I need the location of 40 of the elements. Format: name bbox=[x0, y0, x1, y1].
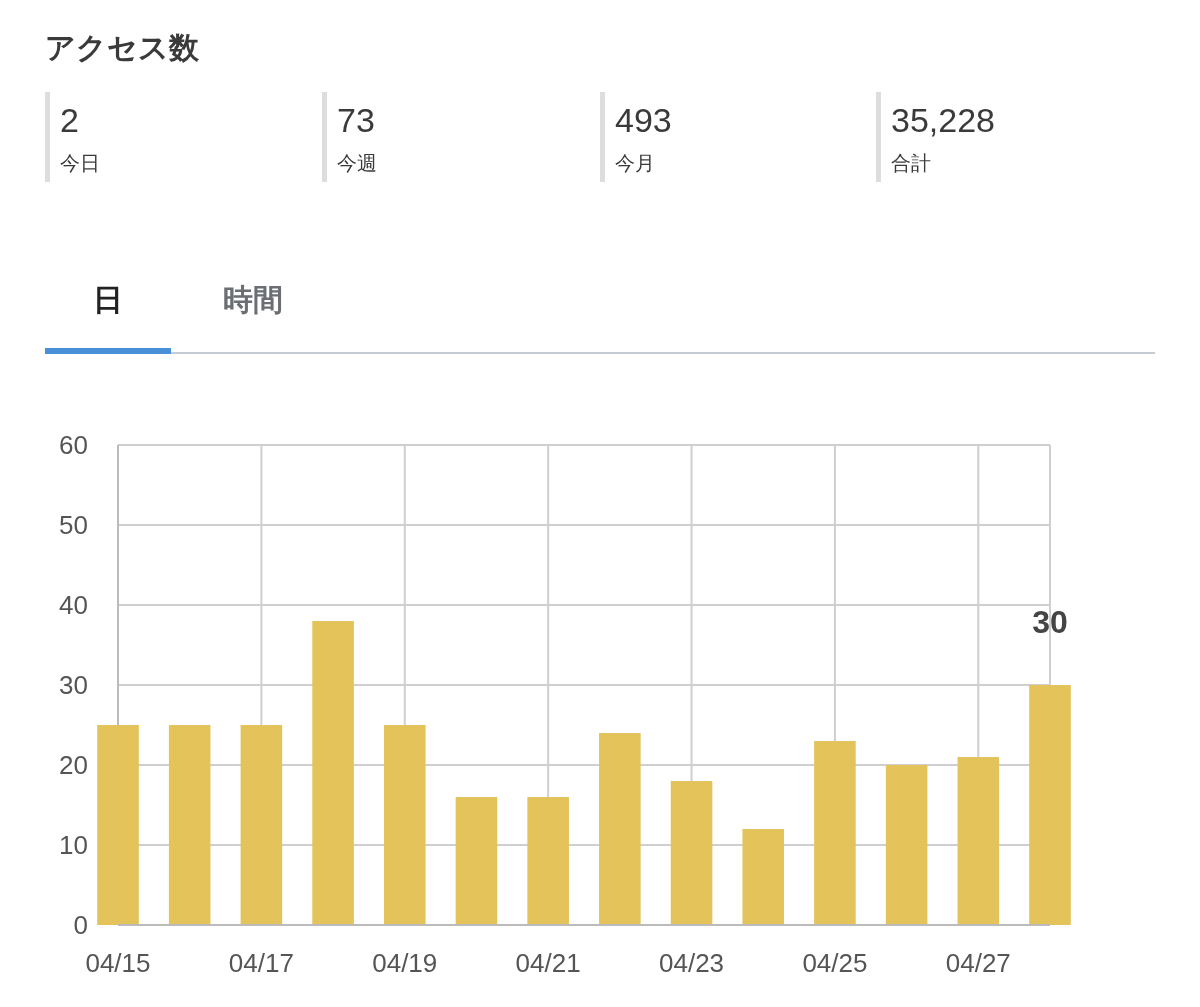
bar bbox=[1029, 685, 1071, 925]
y-tick-label: 30 bbox=[59, 670, 88, 701]
x-tick-label: 04/15 bbox=[85, 948, 151, 978]
y-tick-label: 0 bbox=[73, 910, 88, 941]
text: 今日 bbox=[60, 152, 100, 174]
y-tick-label: 50 bbox=[59, 510, 88, 541]
bar bbox=[957, 757, 1000, 925]
x-tick-label: 04/21 bbox=[515, 948, 581, 978]
bar bbox=[814, 741, 856, 925]
bar bbox=[97, 725, 139, 925]
bar bbox=[885, 765, 928, 925]
bar bbox=[383, 725, 426, 925]
y-tick-label: 60 bbox=[59, 430, 88, 461]
text: 合計 bbox=[891, 152, 931, 174]
bar bbox=[240, 725, 283, 925]
bar bbox=[742, 829, 785, 925]
x-tick-label: 04/17 bbox=[228, 948, 294, 978]
x-tick-label: 04/23 bbox=[659, 948, 725, 978]
text: アクセス数 bbox=[45, 31, 200, 64]
bar bbox=[312, 621, 354, 925]
text: 今週 bbox=[337, 152, 377, 174]
bar bbox=[168, 725, 211, 925]
text: 日 bbox=[93, 283, 123, 316]
text: 35,228 bbox=[891, 101, 995, 139]
text: 時間 bbox=[223, 283, 283, 316]
text: 73 bbox=[337, 101, 375, 139]
text: 493 bbox=[615, 101, 672, 139]
text: 2 bbox=[60, 101, 79, 139]
x-tick-label: 04/19 bbox=[372, 948, 438, 978]
y-tick-label: 20 bbox=[59, 750, 88, 781]
bar bbox=[599, 733, 641, 925]
bar bbox=[455, 797, 498, 925]
text: 今月 bbox=[615, 152, 655, 174]
bar bbox=[527, 797, 569, 925]
y-tick-label: 40 bbox=[59, 590, 88, 621]
bar bbox=[670, 781, 713, 925]
data-label: 30 bbox=[1032, 604, 1068, 640]
x-tick-label: 04/27 bbox=[945, 948, 1011, 978]
x-tick-label: 04/25 bbox=[802, 948, 868, 978]
y-tick-label: 10 bbox=[59, 830, 88, 861]
